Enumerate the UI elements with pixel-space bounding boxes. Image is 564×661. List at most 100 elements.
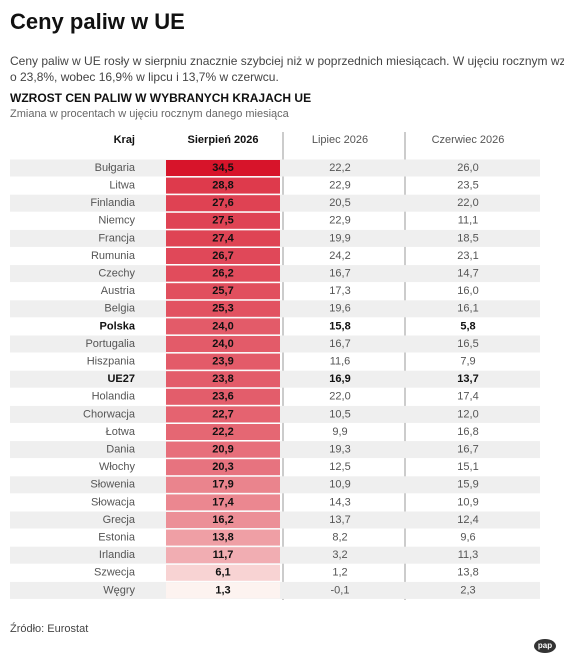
cell-value: 13,7 xyxy=(457,373,478,385)
heat-cell xyxy=(166,388,280,405)
heat-cell xyxy=(166,160,280,176)
country: Dania xyxy=(106,444,136,456)
cell-value: 22,0 xyxy=(329,391,350,403)
cell-value: 15,8 xyxy=(329,320,350,332)
heat-cell xyxy=(166,441,280,458)
cell-value: 26,0 xyxy=(457,162,478,174)
cell-value: -0,1 xyxy=(331,584,350,596)
cell-value: 19,9 xyxy=(329,232,350,244)
heat-cell xyxy=(166,336,280,352)
cell-value: 16,1 xyxy=(457,303,478,315)
cell-value: 13,8 xyxy=(457,567,478,579)
country: Finlandia xyxy=(90,197,136,209)
cell-value: 23,8 xyxy=(212,373,233,385)
cell-value: 8,2 xyxy=(332,532,347,544)
cell-value: 12,5 xyxy=(329,461,350,473)
intro-line: Ceny paliw w UE rosły w sierpniu znaczni… xyxy=(10,54,564,68)
cell-value: 2,3 xyxy=(460,584,475,596)
column-header: Kraj xyxy=(114,134,135,146)
title: Ceny paliw w UE xyxy=(10,9,185,34)
country: Czechy xyxy=(98,268,135,280)
cell-value: 16,2 xyxy=(212,514,233,526)
heat-cell xyxy=(166,529,280,546)
cell-value: 23,5 xyxy=(457,180,478,192)
cell-value: 23,1 xyxy=(457,250,478,262)
heat-cell xyxy=(166,283,280,300)
cell-value: 3,2 xyxy=(332,549,347,561)
cell-value: 11,7 xyxy=(213,549,234,561)
cell-value: 27,6 xyxy=(212,197,233,209)
intro-line: o 23,8%, wobec 16,9% w lipcu i 13,7% w c… xyxy=(10,70,279,84)
cell-value: 16,9 xyxy=(329,373,350,385)
cell-value: 22,0 xyxy=(457,197,478,209)
heat-cell xyxy=(166,177,280,194)
cell-value: 13,7 xyxy=(329,514,350,526)
cell-value: 17,4 xyxy=(457,391,478,403)
heat-cell xyxy=(166,476,280,493)
heat-cell xyxy=(166,248,280,264)
cell-value: 16,7 xyxy=(457,444,478,456)
cell-value: 24,0 xyxy=(212,338,233,350)
cell-value: 19,3 xyxy=(329,444,350,456)
cell-value: 10,9 xyxy=(457,496,478,508)
cell-value: 20,5 xyxy=(329,197,350,209)
cell-value: 16,7 xyxy=(329,268,350,280)
column-header: Sierpień 2026 xyxy=(188,134,259,146)
cell-value: 5,8 xyxy=(460,320,475,332)
cell-value: 9,6 xyxy=(460,532,475,544)
country: Słowacja xyxy=(91,496,136,508)
cell-value: 28,8 xyxy=(212,180,233,192)
country: Belgia xyxy=(104,303,135,315)
cell-value: 25,3 xyxy=(212,303,233,315)
heat-cell xyxy=(166,494,280,511)
cell-value: 23,9 xyxy=(212,356,233,368)
cell-value: 15,1 xyxy=(457,461,478,473)
country: Grecja xyxy=(103,514,136,526)
country: Chorwacja xyxy=(83,408,136,420)
cell-value: 7,9 xyxy=(460,356,475,368)
country: Łotwa xyxy=(106,426,136,438)
cell-value: 19,6 xyxy=(329,303,350,315)
cell-value: 22,2 xyxy=(329,162,350,174)
cell-value: 14,7 xyxy=(457,268,478,280)
subtitle: WZROST CEN PALIW W WYBRANYCH KRAJACH UE xyxy=(10,91,311,105)
cell-value: 23,6 xyxy=(212,391,233,403)
heat-cell xyxy=(166,459,280,476)
cell-value: 6,1 xyxy=(215,567,230,579)
cell-value: 22,9 xyxy=(329,180,350,192)
country: Litwa xyxy=(109,180,136,192)
heat-cell xyxy=(166,353,280,370)
country: Polska xyxy=(100,320,136,332)
cell-value: 27,4 xyxy=(212,232,234,244)
heat-cell xyxy=(166,371,280,388)
country: Włochy xyxy=(99,461,136,473)
cell-value: 10,9 xyxy=(329,479,350,491)
heat-cell xyxy=(166,564,280,581)
cell-value: 11,6 xyxy=(330,356,351,368)
cell-value: 26,7 xyxy=(212,250,233,262)
cell-value: 27,5 xyxy=(212,215,233,227)
cell-value: 17,9 xyxy=(212,479,233,491)
country: Rumunia xyxy=(91,250,136,262)
heat-cell xyxy=(166,318,280,335)
note: Zmiana w procentach w ujęciu rocznym dan… xyxy=(10,108,290,120)
country: Bułgaria xyxy=(95,162,136,174)
heat-cell xyxy=(166,300,280,317)
country: Austria xyxy=(101,285,136,297)
country: Niemcy xyxy=(98,215,135,227)
country: Holandia xyxy=(92,391,136,403)
heat-cell xyxy=(166,265,280,282)
cell-value: 25,7 xyxy=(212,285,233,297)
country: UE27 xyxy=(107,373,135,385)
heat-cell xyxy=(166,406,280,423)
country: Węgry xyxy=(103,584,135,596)
cell-value: 11,3 xyxy=(458,549,479,561)
cell-value: 12,0 xyxy=(457,408,478,420)
cell-value: 22,9 xyxy=(329,215,350,227)
logo-badge xyxy=(534,639,556,653)
cell-value: 13,8 xyxy=(212,532,233,544)
cell-value: 22,2 xyxy=(212,426,233,438)
source: Źródło: Eurostat xyxy=(10,622,88,635)
cell-value: 22,7 xyxy=(212,408,233,420)
